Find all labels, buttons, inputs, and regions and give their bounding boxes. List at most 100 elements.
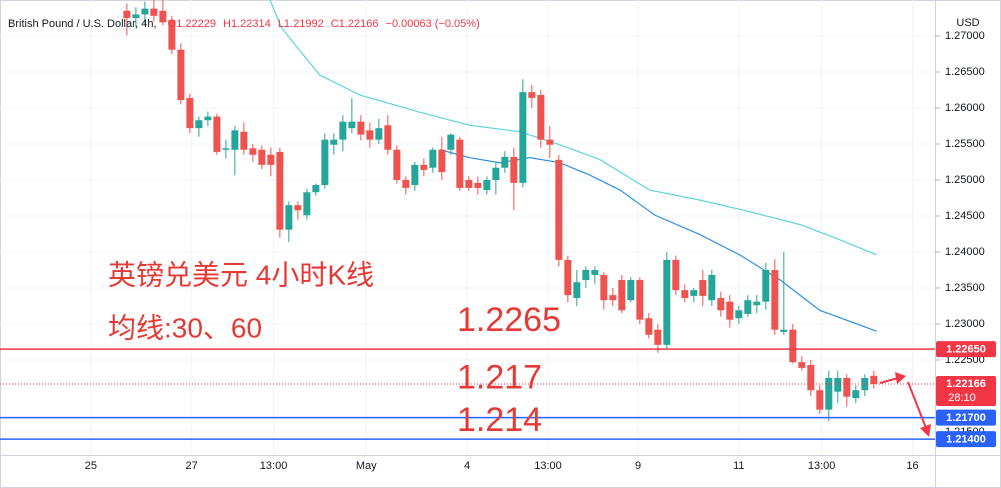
x-tick-label: 27 — [186, 460, 198, 472]
ohlc-high: H1.22314 — [223, 18, 271, 30]
candle-body — [573, 282, 581, 299]
candle-body — [798, 362, 806, 368]
candle-body — [681, 290, 689, 299]
annotation: 均线:30、60 — [108, 312, 262, 343]
candle-body — [411, 164, 419, 186]
candle-body — [465, 179, 473, 188]
candle-body — [438, 149, 446, 173]
candle-body — [843, 377, 851, 397]
candle-body — [393, 149, 401, 180]
candle-body — [456, 139, 464, 188]
candle-body — [348, 121, 356, 129]
candle-body — [564, 259, 572, 296]
candle-body — [339, 121, 347, 140]
candle-body — [753, 301, 761, 306]
candle-body — [258, 149, 266, 165]
level-label: 1.21700 — [946, 412, 986, 424]
overlay: 1.2265 1.217 1.214 — [0, 301, 935, 440]
candle-body — [204, 116, 212, 121]
x-tick-label: May — [356, 460, 377, 472]
candle-body — [483, 179, 491, 191]
candle-body — [528, 92, 536, 98]
candle-body — [150, 8, 158, 16]
candle-body — [240, 131, 248, 150]
candle-body — [717, 298, 725, 311]
ma-line — [269, 0, 877, 256]
y-tick-label: 1.25000 — [945, 174, 985, 186]
candle-body — [222, 148, 230, 150]
candle-body — [771, 269, 779, 330]
y-tick-label: 1.27000 — [945, 30, 985, 42]
candle-body — [789, 329, 797, 363]
candle-body — [168, 20, 176, 50]
x-tick-label: 13:00 — [808, 460, 836, 472]
arrow-head — [895, 372, 906, 384]
candle-body — [807, 365, 815, 391]
candle-body — [474, 182, 482, 188]
candle-body — [384, 125, 392, 150]
candle-body — [519, 92, 527, 183]
y-tick-label: 1.24500 — [945, 210, 985, 222]
candle-body — [330, 139, 338, 145]
candle-body — [123, 10, 131, 18]
candle-body — [852, 390, 860, 399]
candle-body — [159, 10, 167, 23]
level-label-box — [936, 409, 996, 426]
candle-body — [249, 148, 257, 155]
symbol: British Pound / U.S. Dollar, 4h, — [8, 18, 157, 30]
candle-body — [663, 259, 671, 345]
candle-body — [231, 130, 239, 150]
current-price-label: 1.22166 — [946, 378, 986, 390]
y-tick-label: 1.23500 — [945, 282, 985, 294]
ohlc-change: −0.00063 (−0.05%) — [386, 18, 480, 30]
candle-body — [321, 139, 329, 186]
candle-body — [447, 134, 455, 150]
candle-body — [870, 375, 878, 385]
candle-body — [177, 49, 185, 101]
ohlc-open: O1.22229 — [168, 18, 216, 30]
header: British Pound / U.S. Dollar, 4h, O1.2222… — [8, 18, 480, 30]
x-tick-label: 16 — [906, 460, 918, 472]
ma-line — [439, 149, 877, 332]
candle-body — [726, 301, 734, 320]
candle-body — [420, 164, 428, 170]
candle-body — [636, 280, 644, 320]
candle-body — [429, 149, 437, 168]
level-annotation: 1.2265 — [457, 301, 561, 339]
level-label: 1.22650 — [946, 344, 986, 356]
candle-body — [672, 259, 680, 291]
arrow — [879, 377, 899, 384]
ohlc-low: L1.21992 — [278, 18, 324, 30]
candle-body — [492, 167, 500, 180]
y-tick-label: 1.23000 — [945, 318, 985, 330]
candle-body — [195, 120, 203, 129]
candle-body — [186, 97, 194, 129]
candle-body — [582, 269, 590, 281]
x-tick-label: 4 — [464, 460, 470, 472]
candle-body — [546, 139, 554, 145]
candle-body — [762, 269, 770, 302]
candle-body — [600, 275, 608, 301]
candle-body — [708, 275, 716, 301]
candle-body — [357, 121, 365, 135]
candle-body — [132, 14, 140, 18]
candle-body — [618, 280, 626, 311]
candle-body — [510, 156, 518, 183]
candle-body — [825, 377, 833, 410]
arrow-head — [920, 424, 931, 437]
x-tick-label: 13:00 — [534, 460, 562, 472]
y-tick-label: 1.26500 — [945, 66, 985, 78]
candle-body — [609, 295, 617, 301]
candle-body — [141, 8, 149, 15]
candle-body — [555, 159, 563, 260]
candle-body — [744, 300, 752, 314]
candle-body — [501, 156, 509, 168]
candle-body — [276, 151, 284, 230]
candle-body — [267, 154, 275, 165]
ohlc-close: C1.22166 — [331, 18, 379, 30]
x-tick-label: 13:00 — [260, 460, 288, 472]
countdown: 28:10 — [948, 392, 976, 404]
candle-body — [591, 269, 599, 276]
y-tick-label: 1.24000 — [945, 246, 985, 258]
